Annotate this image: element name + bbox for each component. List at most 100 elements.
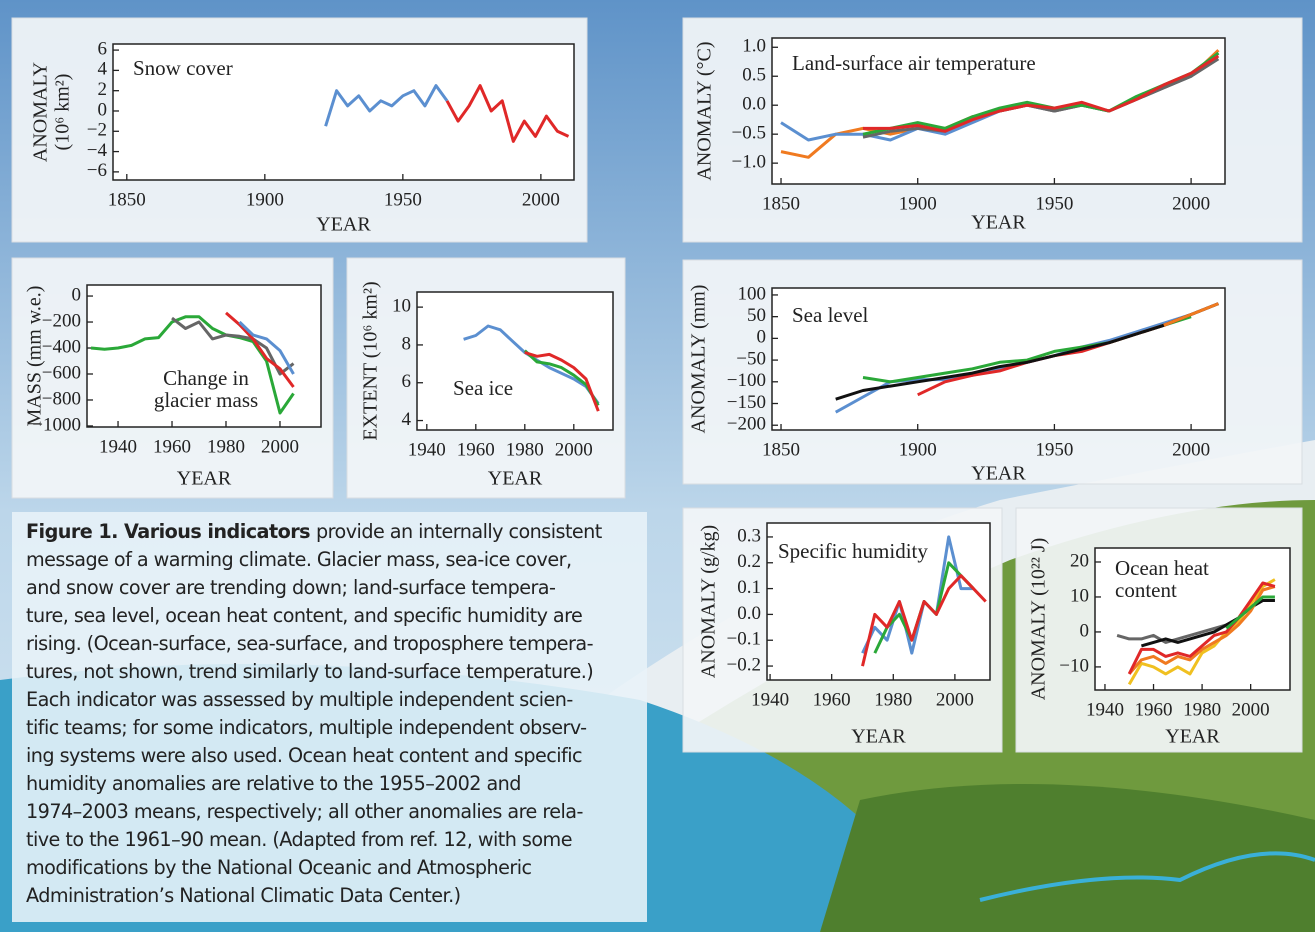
x-tick-label: 1940 xyxy=(408,439,446,460)
y-tick-label: 4 xyxy=(402,409,412,430)
caption-text: Each indicator was assessed by multiple … xyxy=(26,688,573,711)
x-tick-label: 2000 xyxy=(936,689,974,710)
caption-line: message of a warming climate. Glacier ma… xyxy=(26,546,647,574)
x-tick-label: 2000 xyxy=(1232,699,1270,720)
chart-panel: 1940 1960 1980 2000 −10 0 10 20 Ocean heatconten… xyxy=(1016,508,1302,752)
x-axis-title: YEAR xyxy=(971,463,1026,485)
y-tick-label: 0.5 xyxy=(742,65,766,86)
x-axis-title: YEAR xyxy=(488,468,543,490)
y-tick-label: −400 xyxy=(42,336,81,357)
y-tick-label: 0.3 xyxy=(737,525,761,546)
y-tick-label: −100 xyxy=(727,370,766,391)
y-tick-label: 0 xyxy=(1080,620,1090,641)
x-tick-label: 1900 xyxy=(246,189,284,210)
y-tick-label: 10 xyxy=(392,295,411,316)
caption-lead: Figure 1. Various indicators xyxy=(26,520,310,543)
x-tick-label: 2000 xyxy=(1172,439,1210,460)
caption-text: and snow cover are trending down; land-s… xyxy=(26,576,555,599)
caption-text: tific teams; for some indicators, multip… xyxy=(26,716,587,739)
x-tick-label: 1900 xyxy=(899,193,937,214)
y-tick-label: 2 xyxy=(98,79,108,100)
y-tick-label: −1.0 xyxy=(732,152,766,173)
caption-line: Each indicator was assessed by multiple … xyxy=(26,686,647,714)
x-tick-label: 1940 xyxy=(1086,699,1124,720)
y-tick-label: 0 xyxy=(757,327,767,348)
y-tick-label: 1.0 xyxy=(742,36,766,57)
caption-line: modifications by the National Oceanic an… xyxy=(26,854,647,882)
y-tick-label: −10 xyxy=(1059,655,1089,676)
y-axis-title: ANOMALY (g/kg) xyxy=(698,525,720,678)
x-axis-title: YEAR xyxy=(177,468,232,490)
y-tick-label: 6 xyxy=(98,38,108,59)
y-tick-label: 100 xyxy=(738,283,767,304)
y-tick-label: −150 xyxy=(727,392,766,413)
y-tick-label: 0.0 xyxy=(742,94,766,115)
x-tick-label: 1960 xyxy=(813,689,851,710)
y-tick-label: 0 xyxy=(72,284,82,305)
x-tick-label: 1940 xyxy=(99,436,137,457)
x-tick-label: 1980 xyxy=(1183,699,1221,720)
caption-line: tific teams; for some indicators, multip… xyxy=(26,714,647,742)
panel-title: Sea level xyxy=(792,303,869,327)
x-tick-label: 1980 xyxy=(207,436,245,457)
panel-title: glacier mass xyxy=(154,388,258,412)
caption-text: 1974–2003 means, respectively; all other… xyxy=(26,800,583,823)
y-tick-label: −200 xyxy=(42,310,81,331)
caption: Figure 1. Various indicators provide an i… xyxy=(12,512,647,922)
x-tick-label: 1980 xyxy=(874,689,912,710)
x-tick-label: 1960 xyxy=(1135,699,1173,720)
caption-line: Administration’s National Climatic Data … xyxy=(26,882,647,910)
x-tick-label: 2000 xyxy=(522,189,560,210)
caption-text: tive to the 1961–90 mean. (Adapted from … xyxy=(26,828,572,851)
y-tick-label: 10 xyxy=(1070,585,1089,606)
caption-line: and snow cover are trending down; land-s… xyxy=(26,574,647,602)
x-tick-label: 1940 xyxy=(751,689,789,710)
x-tick-label: 1960 xyxy=(457,439,495,460)
caption-line: 1974–2003 means, respectively; all other… xyxy=(26,798,647,826)
y-tick-label: −200 xyxy=(727,414,766,435)
caption-text: provide an internally consistent xyxy=(316,520,602,543)
y-axis-title: ANOMALY (10²² J) xyxy=(1028,538,1050,701)
x-axis-title: YEAR xyxy=(851,726,906,748)
panel-title: content xyxy=(1115,578,1177,602)
x-axis-title: YEAR xyxy=(316,214,371,236)
caption-text: ing systems were also used. Ocean heat c… xyxy=(26,744,582,767)
caption-text: rising. (Ocean-surface, sea-surface, and… xyxy=(26,632,593,655)
caption-line: rising. (Ocean-surface, sea-surface, and… xyxy=(26,630,647,658)
y-tick-label: −2 xyxy=(87,120,107,141)
y-tick-label: −4 xyxy=(87,140,108,161)
x-tick-label: 1950 xyxy=(1035,439,1073,460)
y-tick-label: −800 xyxy=(42,388,81,409)
panel-title: Land-surface air temperature xyxy=(792,51,1036,75)
x-tick-label: 1850 xyxy=(762,439,800,460)
y-axis-title: ANOMALY (mm) xyxy=(688,285,710,434)
y-tick-label: 20 xyxy=(1070,550,1089,571)
y-axis-title: ANOMALY xyxy=(30,62,52,162)
caption-line: ture, sea level, ocean heat content, and… xyxy=(26,602,647,630)
caption-text: ture, sea level, ocean heat content, and… xyxy=(26,604,582,627)
y-tick-label: 50 xyxy=(747,305,766,326)
y-tick-label: −50 xyxy=(736,348,766,369)
y-axis-title: ANOMALY (°C) xyxy=(694,41,716,180)
x-tick-label: 1960 xyxy=(153,436,191,457)
x-tick-label: 1900 xyxy=(899,439,937,460)
x-tick-label: 1850 xyxy=(108,189,146,210)
x-axis-title: YEAR xyxy=(971,212,1026,234)
y-tick-label: 0.1 xyxy=(737,577,761,598)
panel-title: Change in xyxy=(163,366,249,390)
caption-text: Administration’s National Climatic Data … xyxy=(26,884,461,907)
y-tick-label: 6 xyxy=(402,371,412,392)
y-tick-label: 0.0 xyxy=(737,603,761,624)
y-tick-label: 4 xyxy=(98,59,108,80)
panel-title: Ocean heat xyxy=(1115,556,1209,580)
caption-text: tures, not shown, trend similarly to lan… xyxy=(26,660,593,683)
caption-line: humidity anomalies are relative to the 1… xyxy=(26,770,647,798)
x-tick-label: 1980 xyxy=(506,439,544,460)
y-axis-title: EXTENT (10⁶ km²) xyxy=(360,281,382,440)
